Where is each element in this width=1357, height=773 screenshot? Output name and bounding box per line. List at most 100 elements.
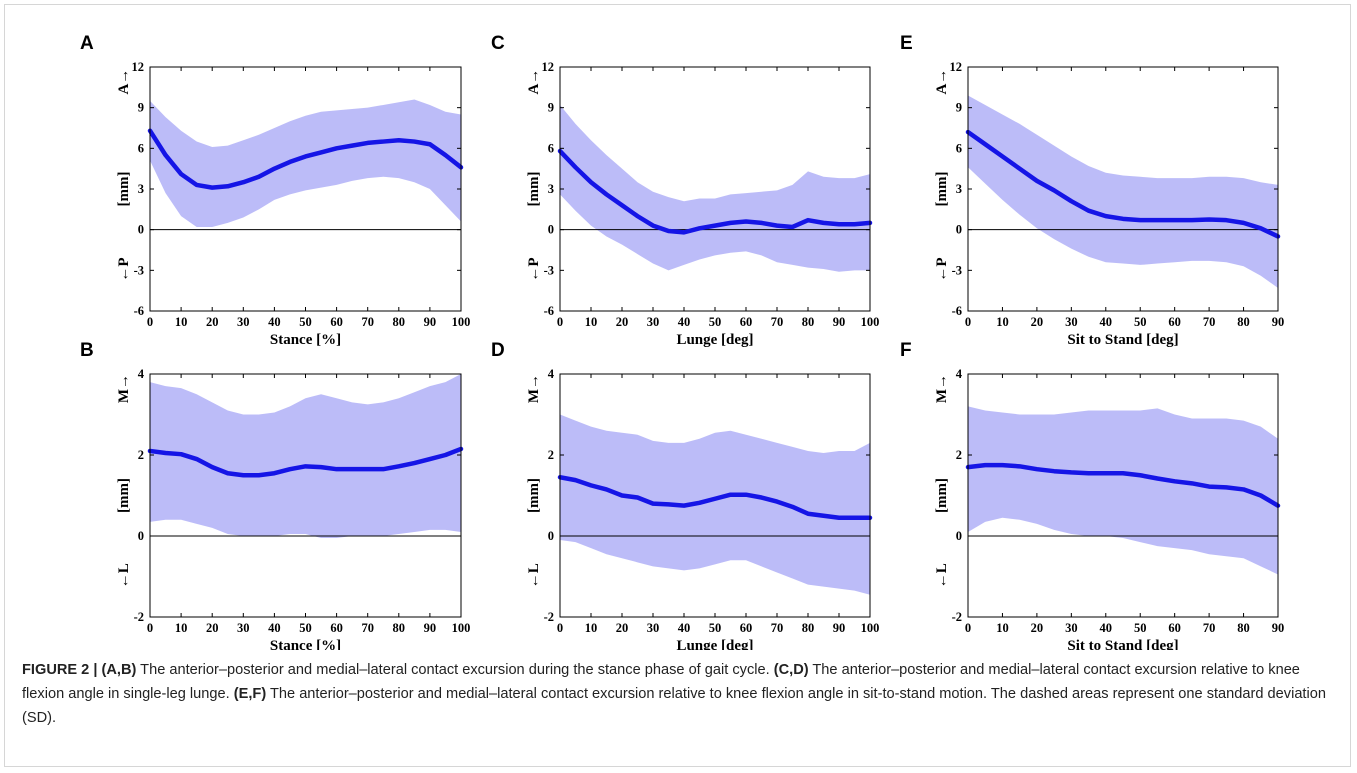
- y-tick-label: 12: [950, 60, 963, 74]
- x-tick-label: 50: [1134, 621, 1147, 635]
- x-tick-label: 40: [268, 315, 281, 329]
- caption-part1-text: The anterior–posterior and medial–latera…: [136, 662, 774, 678]
- y-tick-label: 0: [548, 529, 554, 543]
- y-tick-label: -3: [952, 263, 962, 277]
- x-tick-label: 60: [330, 315, 343, 329]
- x-tick-label: 40: [678, 621, 691, 635]
- x-tick-label: 90: [833, 315, 846, 329]
- x-tick-label: 80: [1237, 315, 1250, 329]
- caption-part3-text: The anterior–posterior and medial–latera…: [22, 686, 1326, 726]
- x-tick-label: 30: [237, 315, 250, 329]
- mean-line: [965, 462, 1281, 508]
- y-axis-label: [mm]: [526, 172, 542, 207]
- x-tick-label: 20: [206, 621, 219, 635]
- x-tick-label: 70: [771, 621, 784, 635]
- x-axis-label: Lunge [deg]: [676, 638, 753, 650]
- panel-letter: B: [80, 340, 94, 361]
- y-negative-direction-label: ←P: [934, 257, 950, 281]
- chart-panel-c: 0 10 20 30 40 50 60 70 80 90 100 -6 -3 0 3 6 9 12 Lunge [d…: [491, 33, 879, 348]
- x-tick-label: 80: [393, 315, 406, 329]
- y-tick-label: 3: [138, 182, 144, 196]
- x-tick-label: 20: [616, 315, 629, 329]
- x-tick-label: 70: [771, 315, 784, 329]
- y-tick-label: 12: [132, 60, 145, 74]
- x-tick-label: 60: [330, 621, 343, 635]
- x-tick-label: 60: [1168, 315, 1181, 329]
- x-tick-label: 50: [1134, 315, 1147, 329]
- y-tick-label: 2: [548, 448, 554, 462]
- x-tick-label: 80: [802, 621, 815, 635]
- figure-frame: [4, 4, 1351, 767]
- x-tick-label: 10: [996, 621, 1009, 635]
- y-tick-label: 4: [138, 367, 145, 381]
- y-tick-label: 2: [138, 448, 144, 462]
- panel-letter: D: [491, 340, 505, 361]
- x-tick-label: 90: [1272, 621, 1285, 635]
- y-tick-label: -3: [134, 263, 144, 277]
- panel-letter: C: [491, 33, 505, 54]
- x-tick-label: 0: [965, 621, 971, 635]
- x-tick-label: 70: [1203, 621, 1216, 635]
- plot-box: [967, 373, 1279, 618]
- x-tick-label: 40: [678, 315, 691, 329]
- sd-band: [560, 104, 870, 272]
- x-axis-label: Sit to Stand [deg]: [1067, 638, 1178, 650]
- x-tick-label: 70: [1203, 315, 1216, 329]
- x-tick-label: 0: [557, 315, 563, 329]
- x-tick-label: 80: [393, 621, 406, 635]
- y-negative-direction-label: ←L: [526, 563, 542, 588]
- y-tick-label: 12: [542, 60, 555, 74]
- x-tick-label: 40: [1100, 621, 1113, 635]
- y-tick-label: -6: [134, 304, 144, 318]
- sd-band: [150, 374, 461, 539]
- x-tick-label: 50: [299, 315, 312, 329]
- x-tick-label: 90: [833, 621, 846, 635]
- y-tick-label: 0: [956, 223, 962, 237]
- y-tick-label: -2: [134, 610, 144, 624]
- figure-caption: FIGURE 2 | (A,B) The anterior–posterior …: [22, 658, 1337, 730]
- chart-panel-a: 0 10 20 30 40 50 60 70 80 90 100 -6 -3 0 3 6 9 12 Stance […: [80, 33, 470, 348]
- mean-line: [965, 129, 1281, 239]
- y-tick-label: -6: [952, 304, 962, 318]
- y-axis-label: [mm]: [116, 478, 132, 513]
- x-tick-label: 0: [557, 621, 563, 635]
- y-positive-direction-label: M→: [526, 374, 542, 403]
- y-tick-label: 6: [138, 141, 144, 155]
- x-tick-label: 80: [1237, 621, 1250, 635]
- y-tick-label: 3: [956, 182, 962, 196]
- x-tick-label: 20: [206, 315, 219, 329]
- x-tick-label: 80: [802, 315, 815, 329]
- x-tick-label: 30: [647, 621, 660, 635]
- panel-letter: F: [900, 340, 912, 361]
- y-tick-label: 3: [548, 182, 554, 196]
- x-tick-label: 0: [965, 315, 971, 329]
- x-tick-label: 40: [268, 621, 281, 635]
- x-tick-label: 10: [175, 621, 188, 635]
- x-tick-label: 90: [424, 315, 437, 329]
- y-tick-label: -2: [544, 610, 554, 624]
- caption-part1-label: (A,B): [101, 662, 137, 678]
- x-tick-label: 10: [996, 315, 1009, 329]
- panel-letter: E: [900, 33, 913, 54]
- x-tick-label: 40: [1100, 315, 1113, 329]
- x-tick-label: 100: [452, 315, 471, 329]
- x-tick-label: 100: [861, 315, 880, 329]
- x-tick-label: 60: [1168, 621, 1181, 635]
- x-tick-label: 60: [740, 315, 753, 329]
- y-axis-label: [mm]: [116, 172, 132, 207]
- sd-band: [968, 406, 1278, 575]
- y-axis-label: [mm]: [934, 172, 950, 207]
- x-tick-label: 10: [585, 621, 598, 635]
- x-tick-label: 10: [585, 315, 598, 329]
- mean-line: [147, 128, 464, 190]
- x-tick-label: 20: [616, 621, 629, 635]
- y-positive-direction-label: A→: [934, 69, 950, 95]
- x-tick-label: 10: [175, 315, 188, 329]
- x-tick-label: 20: [1031, 621, 1044, 635]
- x-tick-label: 60: [740, 621, 753, 635]
- x-tick-label: 30: [1065, 621, 1078, 635]
- y-axis-label: [mm]: [526, 478, 542, 513]
